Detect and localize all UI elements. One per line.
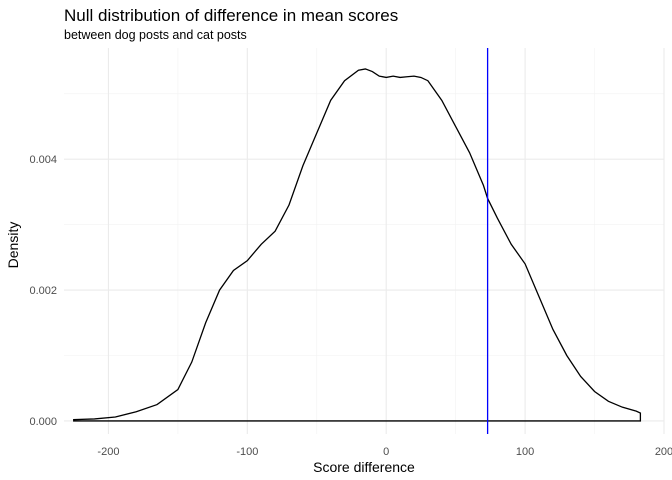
x-tick-label: -200 — [97, 446, 119, 458]
x-tick-label: 0 — [383, 446, 389, 458]
y-axis-label: Density — [5, 222, 21, 269]
y-tick-label: 0.000 — [29, 416, 57, 428]
chart-subtitle: between dog posts and cat posts — [64, 28, 247, 42]
series-layer — [73, 48, 642, 434]
x-axis-ticks: -200 -100 0 100 200 — [97, 446, 672, 458]
y-axis-ticks: 0.000 0.002 0.004 — [29, 154, 57, 428]
y-tick-label: 0.004 — [29, 154, 57, 166]
minor-gridlines — [64, 48, 664, 434]
major-gridlines — [64, 48, 665, 434]
density-curve — [73, 68, 642, 422]
x-tick-label: 200 — [655, 446, 672, 458]
y-tick-label: 0.002 — [29, 285, 57, 297]
x-axis-label: Score difference — [313, 459, 415, 475]
x-tick-label: -100 — [236, 446, 258, 458]
chart-title: Null distribution of difference in mean … — [64, 6, 398, 25]
x-tick-label: 100 — [516, 446, 534, 458]
